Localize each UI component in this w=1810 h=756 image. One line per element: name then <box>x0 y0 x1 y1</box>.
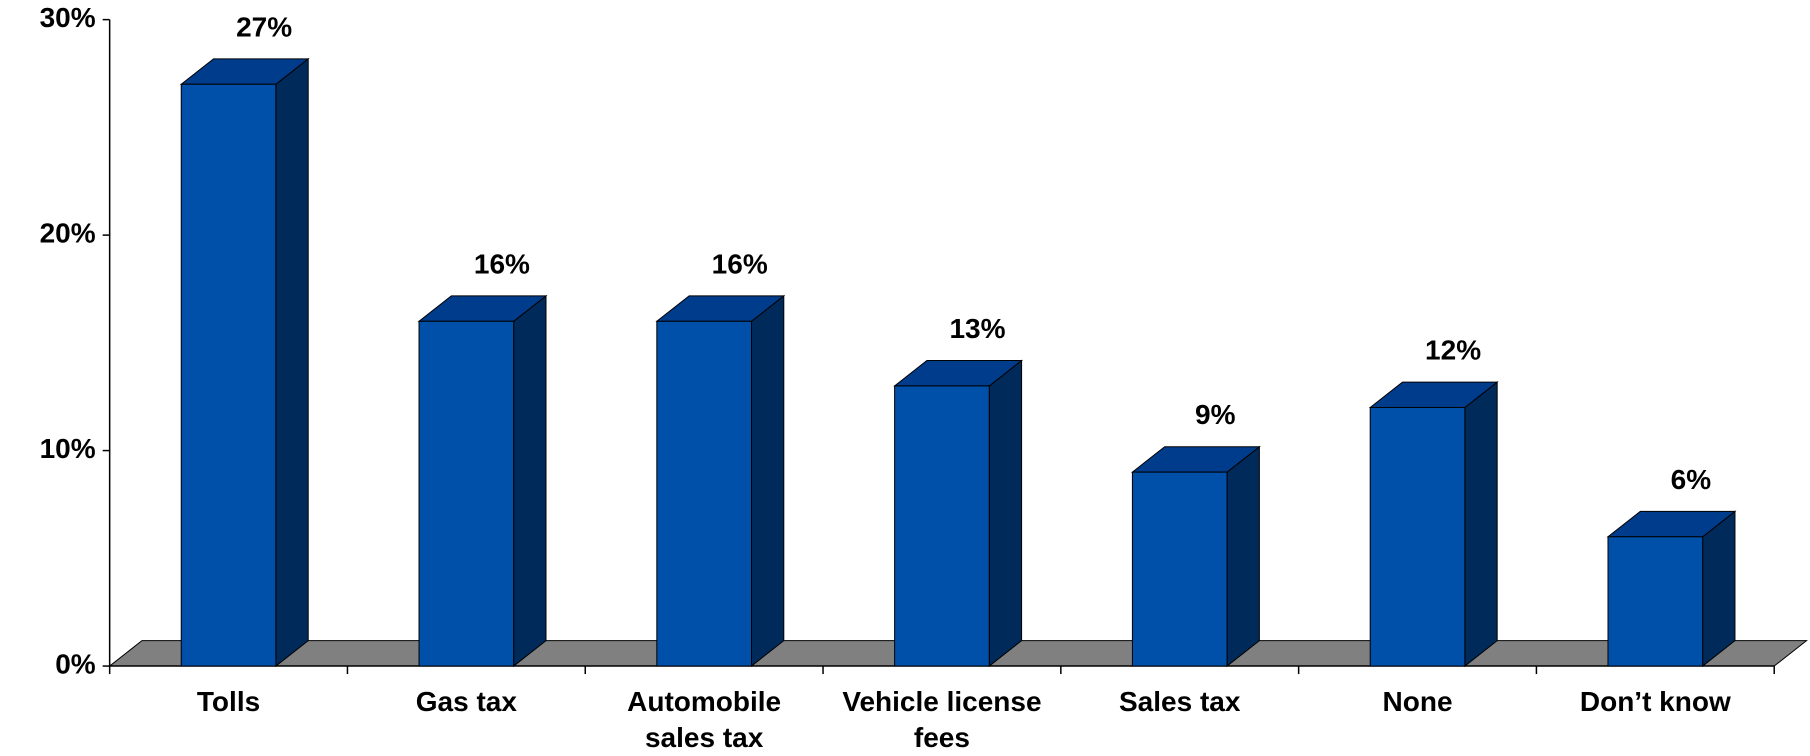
value-label: 9% <box>1195 399 1236 430</box>
x-tick-label: None <box>1382 686 1453 718</box>
bar <box>179 57 310 668</box>
value-label: 16% <box>474 248 530 279</box>
bar <box>893 359 1024 668</box>
bar-side <box>513 294 547 668</box>
bar-front <box>1607 536 1704 667</box>
x-tick-label: Tolls <box>196 686 261 718</box>
value-label: 16% <box>712 248 768 279</box>
bar-front <box>656 320 752 667</box>
bar-front <box>1369 406 1466 667</box>
value-label: 12% <box>1425 334 1481 365</box>
bar <box>1606 510 1737 668</box>
bar-side <box>988 359 1023 668</box>
bar <box>1368 381 1499 668</box>
y-tick-label: 0% <box>55 648 96 679</box>
bar-side <box>1226 445 1260 668</box>
bar-side <box>275 57 309 668</box>
x-tick-label: Sales tax <box>1119 686 1241 718</box>
value-label: 6% <box>1671 464 1712 495</box>
bar-front <box>894 385 990 667</box>
bar-side <box>1702 510 1736 668</box>
y-tick-label: 20% <box>40 217 96 248</box>
value-label: 27% <box>236 11 292 42</box>
bar-front <box>180 83 277 667</box>
x-tick-label: Automobile sales tax <box>627 686 782 754</box>
value-label: 13% <box>949 313 1005 344</box>
bar-side <box>750 294 785 668</box>
bar-front <box>418 320 515 667</box>
bar-front <box>1131 471 1228 667</box>
bar-side <box>1464 381 1498 668</box>
x-tick-label: Vehicle license fees <box>842 686 1042 754</box>
bar <box>1130 445 1261 668</box>
bar <box>655 294 786 668</box>
y-tick-label: 10% <box>40 433 96 464</box>
bar <box>417 294 548 668</box>
x-tick-label: Don’t know <box>1579 686 1731 718</box>
y-tick-label: 30% <box>40 2 96 33</box>
x-tick-label: Gas tax <box>415 686 517 718</box>
